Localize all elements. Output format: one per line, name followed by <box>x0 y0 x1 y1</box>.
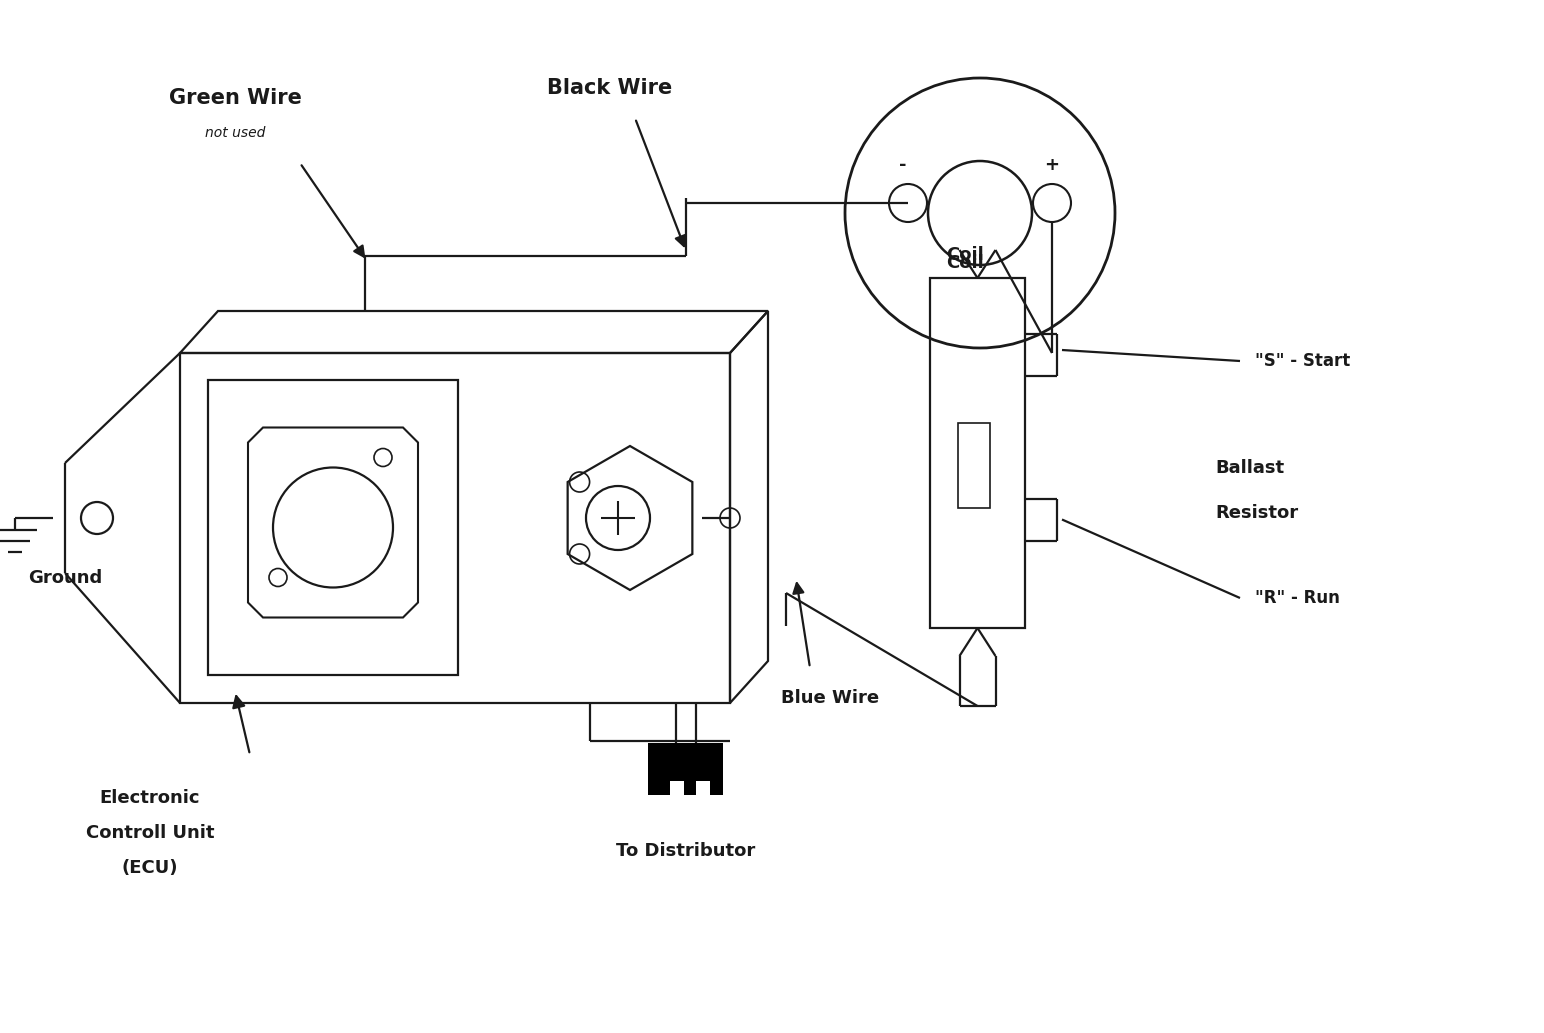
Text: Black Wire: Black Wire <box>548 79 673 98</box>
Text: -: - <box>899 156 906 174</box>
Text: Blue Wire: Blue Wire <box>781 689 879 707</box>
Text: Controll Unit: Controll Unit <box>86 824 215 842</box>
Text: Resistor: Resistor <box>1215 504 1299 522</box>
Bar <box>670 781 684 813</box>
Text: Ballast: Ballast <box>1215 459 1285 477</box>
Text: Electronic: Electronic <box>100 789 201 807</box>
Text: "R" - Run: "R" - Run <box>1255 589 1340 607</box>
Bar <box>696 781 710 813</box>
Text: Ground: Ground <box>28 569 102 587</box>
Bar <box>181 353 730 703</box>
Bar <box>929 278 1025 628</box>
Text: (ECU): (ECU) <box>122 859 178 877</box>
Text: not used: not used <box>205 126 266 140</box>
Text: Coil: Coil <box>946 254 984 272</box>
Bar <box>648 743 723 795</box>
Bar <box>208 380 459 675</box>
Text: +: + <box>1044 156 1059 174</box>
Text: Green Wire: Green Wire <box>168 88 301 108</box>
Text: To Distributor: To Distributor <box>616 842 755 860</box>
Text: "S" - Start: "S" - Start <box>1255 352 1351 370</box>
Bar <box>957 422 990 508</box>
Text: Coil: Coil <box>946 246 984 264</box>
